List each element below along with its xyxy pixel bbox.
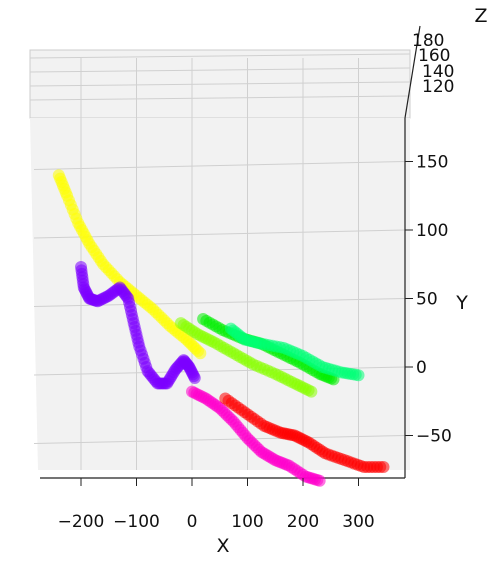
x-tick-label: 300 [342,512,374,532]
data-point [352,369,365,382]
z-tick-label: 180 [412,31,444,51]
x-tick-label: 200 [287,512,319,532]
x-axis-label: X [216,535,229,557]
series-3 [219,392,390,474]
series-4 [174,317,318,398]
z-axis-line [404,25,421,119]
series-2 [186,385,326,487]
x-tick-label: −100 [113,512,160,532]
grid-line-z [29,67,411,73]
y-axis-label: Y [455,292,468,314]
x-tick-labels: −200 −100 0 100 200 300 [58,478,375,532]
grid-line-z [29,95,411,101]
z-tick-label: 160 [418,46,450,66]
grid-line-y [33,435,406,444]
data-point [194,347,207,360]
grid-line-y [33,161,406,170]
z-tick-label: 140 [422,62,454,82]
y-tick-label: 0 [416,358,427,378]
grid-line-z [29,53,411,59]
y-tick-labels: 150 100 50 0 −50 [405,153,452,447]
series-1 [75,260,201,390]
y-tick-label: 100 [416,221,448,241]
z-tick-label: 120 [422,77,454,97]
x-tick-label: 0 [187,512,198,532]
series-6 [224,322,365,382]
x-tick-label: −200 [58,512,105,532]
data-point [313,474,326,487]
floor-pane [30,118,410,470]
grid-line-z [29,81,411,87]
plot-area [52,169,390,487]
z-axis-label: Z [474,5,487,27]
grid-line-y [33,229,406,239]
y-tick-label: −50 [416,427,452,447]
data-point [188,371,201,384]
y-tick-label: 50 [416,290,438,310]
y-tick-label: 150 [416,153,448,173]
x-tick-label: 100 [231,512,263,532]
data-point [305,385,318,398]
data-point [377,461,390,474]
